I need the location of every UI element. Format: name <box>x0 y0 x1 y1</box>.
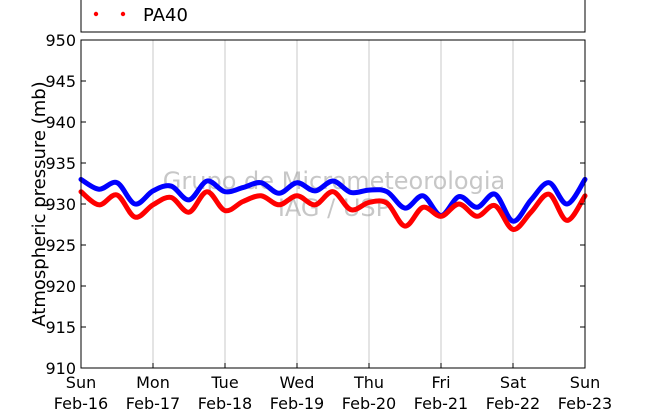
x-tick-date: Feb-20 <box>342 394 396 409</box>
x-tick-day: Wed <box>280 373 315 392</box>
x-tick-date: Feb-21 <box>414 394 468 409</box>
watermark-line-2: IAG / USP <box>278 194 390 222</box>
y-tick-label: 945 <box>45 72 76 91</box>
x-tick-day: Sat <box>500 373 526 392</box>
series-lines <box>78 176 588 232</box>
legend-marker-2 <box>120 11 126 17</box>
grid-lines <box>152 40 514 368</box>
y-tick-label: 925 <box>45 236 76 255</box>
y-axis-title: Atmospheric pressure (mb) <box>29 81 50 326</box>
y-axis: 910 915 920 925 930 935 940 945 950 <box>45 31 585 378</box>
x-tick-day: Tue <box>210 373 238 392</box>
x-tick-day: Sun <box>570 373 600 392</box>
x-tick-day: Fri <box>431 373 450 392</box>
y-tick-label: 915 <box>45 318 76 337</box>
y-tick-label: 910 <box>45 359 76 378</box>
legend-box <box>80 0 586 33</box>
x-tick-date: Feb-23 <box>558 394 612 409</box>
x-tick-date: Feb-16 <box>54 394 108 409</box>
x-tick-date: Feb-22 <box>486 394 540 409</box>
x-tick-day: Thu <box>353 373 384 392</box>
x-tick-date: Feb-17 <box>126 394 180 409</box>
y-tick-label: 935 <box>45 154 76 173</box>
y-tick-label: 920 <box>45 277 76 296</box>
x-axis: Sun Feb-16 Mon Feb-17 Tue Feb-18 Wed Feb-19 Thu F… <box>54 363 612 409</box>
x-tick-date: Feb-18 <box>198 394 252 409</box>
y-tick-label: 940 <box>45 113 76 132</box>
y-tick-label: 950 <box>45 31 76 50</box>
x-tick-day: Sun <box>66 373 96 392</box>
legend-marker-1 <box>93 11 99 17</box>
x-tick-date: Feb-19 <box>270 394 324 409</box>
series-line-1 <box>78 176 588 224</box>
series-line-2 <box>78 189 588 232</box>
y-tick-label: 930 <box>45 195 76 214</box>
x-tick-day: Mon <box>136 373 170 392</box>
legend-label: PA40 <box>143 5 188 26</box>
